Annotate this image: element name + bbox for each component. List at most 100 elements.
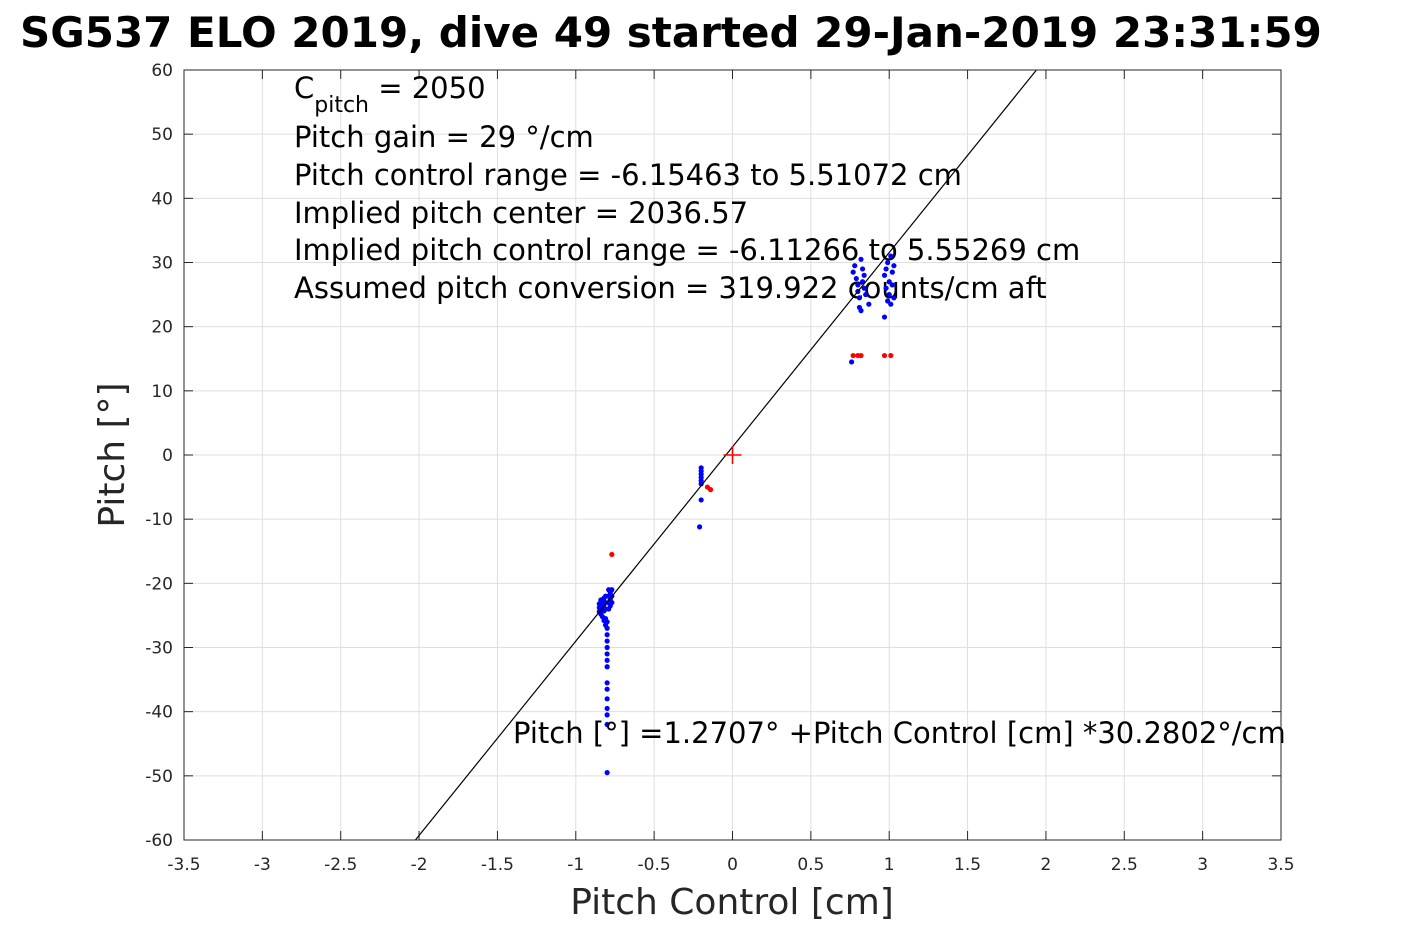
x-tick-label: -3 bbox=[254, 855, 271, 875]
data-point bbox=[855, 282, 861, 288]
data-point bbox=[604, 705, 610, 712]
data-point bbox=[609, 599, 615, 606]
data-point bbox=[881, 314, 888, 320]
data-point bbox=[696, 524, 703, 530]
data-point bbox=[859, 266, 866, 272]
data-point bbox=[888, 253, 894, 259]
data-point bbox=[852, 263, 858, 269]
data-point bbox=[891, 295, 897, 301]
plot-frame bbox=[183, 69, 1282, 841]
data-point bbox=[889, 282, 895, 288]
data-point bbox=[891, 263, 897, 269]
data-point bbox=[886, 291, 892, 298]
c-pitch-subscript: pitch bbox=[314, 93, 369, 118]
x-tick-label: -1.5 bbox=[481, 855, 514, 875]
y-tick-label: 0 bbox=[162, 446, 173, 466]
c-pitch-symbol: C bbox=[294, 71, 314, 105]
fit-equation-annotation: Pitch [°] =1.2707° +Pitch Control [cm] *… bbox=[513, 716, 1286, 750]
data-point bbox=[604, 619, 610, 625]
y-tick-label: -20 bbox=[145, 574, 173, 594]
data-point bbox=[850, 269, 856, 275]
data-point bbox=[861, 272, 867, 278]
grid-lines bbox=[183, 69, 1282, 841]
data-point bbox=[849, 359, 855, 365]
x-tick-label: 3 bbox=[1197, 855, 1208, 875]
data-point bbox=[604, 686, 610, 692]
x-tick-label: 0 bbox=[727, 855, 738, 875]
y-tick-label: -60 bbox=[145, 831, 173, 851]
x-tick-label: -0.5 bbox=[638, 855, 671, 875]
data-point bbox=[856, 295, 863, 301]
data-point bbox=[863, 291, 869, 298]
data-point bbox=[604, 632, 610, 638]
x-tick-label: 1.5 bbox=[954, 855, 981, 875]
data-point bbox=[604, 664, 610, 670]
data-point bbox=[604, 696, 610, 702]
x-tick-label: 0.5 bbox=[797, 855, 824, 875]
data-point bbox=[850, 352, 856, 359]
c-pitch-annotation: Cpitch = 2050 bbox=[294, 71, 486, 118]
y-tick-label: 40 bbox=[151, 189, 173, 209]
data-point bbox=[604, 770, 610, 776]
x-tick-label: 2 bbox=[1041, 855, 1052, 875]
implied-pitch-range-annotation: Implied pitch control range = -6.11266 t… bbox=[294, 233, 1080, 267]
x-axis-label: Pitch Control [cm] bbox=[570, 882, 894, 923]
data-point bbox=[604, 712, 610, 718]
data-point bbox=[888, 352, 894, 359]
x-tick-label: 1 bbox=[884, 855, 895, 875]
x-tick-label: -2 bbox=[411, 855, 428, 875]
data-points bbox=[596, 253, 897, 776]
x-tick-label: 2.5 bbox=[1111, 855, 1138, 875]
y-tick-label: 20 bbox=[151, 318, 173, 338]
data-point bbox=[885, 298, 891, 304]
y-tick-label: 50 bbox=[151, 125, 173, 145]
data-point bbox=[707, 487, 714, 493]
y-tick-label: -30 bbox=[145, 639, 173, 659]
y-tick-label: 10 bbox=[151, 382, 173, 402]
calibration-annotation-block: Cpitch = 2050 Pitch gain = 29 °/cm Pitch… bbox=[294, 71, 1080, 305]
x-tick-label: -1 bbox=[567, 855, 584, 875]
x-tick-label: 3.5 bbox=[1267, 855, 1294, 875]
data-point bbox=[604, 721, 610, 728]
data-point bbox=[604, 625, 610, 631]
c-pitch-value: = 2050 bbox=[369, 71, 486, 105]
data-point bbox=[604, 651, 610, 657]
data-point bbox=[604, 638, 610, 644]
pitch-control-range-annotation: Pitch control range = -6.15463 to 5.5107… bbox=[294, 158, 962, 192]
y-tick-label: -50 bbox=[145, 767, 173, 787]
y-tick-label: -40 bbox=[145, 703, 173, 723]
x-tick-label: -2.5 bbox=[324, 855, 357, 875]
chart-title: SG537 ELO 2019, dive 49 started 29-Jan-2… bbox=[20, 8, 1322, 57]
data-point bbox=[885, 259, 891, 266]
data-point bbox=[889, 269, 895, 275]
data-point bbox=[883, 285, 889, 291]
data-point bbox=[604, 680, 610, 686]
x-tick-label: -3.5 bbox=[167, 855, 200, 875]
data-point bbox=[858, 352, 864, 359]
data-point bbox=[853, 275, 859, 282]
data-point bbox=[858, 256, 864, 262]
data-point bbox=[881, 352, 888, 359]
pitch-conversion-annotation: Assumed pitch conversion = 319.922 count… bbox=[294, 271, 1047, 305]
implied-pitch-center-annotation: Implied pitch center = 2036.57 bbox=[294, 196, 748, 230]
center-marker bbox=[723, 446, 742, 464]
data-point bbox=[604, 657, 610, 663]
y-tick-label: -10 bbox=[145, 510, 173, 530]
data-point bbox=[698, 481, 704, 487]
axis-ticks: -3.5 -3 -2.5 -2 -1.5 -1 -0.5 0 0.5 1 1.5 2 2.5 3 3.5 -6… bbox=[145, 61, 1294, 875]
data-point bbox=[698, 497, 704, 503]
y-tick-label: 60 bbox=[151, 61, 173, 81]
data-point bbox=[609, 587, 615, 593]
data-point bbox=[888, 301, 894, 307]
data-point bbox=[604, 644, 610, 651]
data-point bbox=[886, 279, 892, 285]
data-point bbox=[861, 285, 867, 291]
y-tick-label: 30 bbox=[151, 254, 173, 274]
data-point bbox=[866, 301, 872, 307]
data-point bbox=[609, 551, 615, 558]
pitch-gain-annotation: Pitch gain = 29 °/cm bbox=[294, 120, 594, 154]
data-point bbox=[858, 308, 864, 314]
data-point bbox=[881, 272, 888, 278]
data-point bbox=[883, 266, 889, 272]
